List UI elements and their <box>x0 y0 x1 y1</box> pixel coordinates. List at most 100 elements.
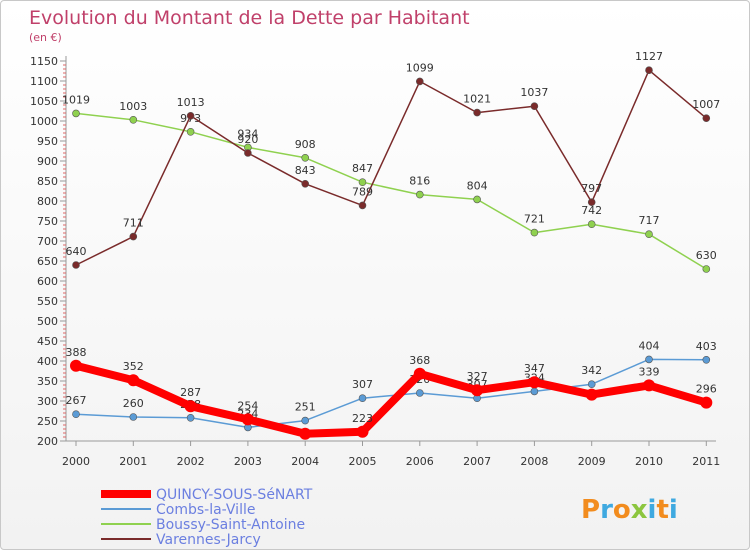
data-point <box>186 112 195 120</box>
logo-text: Proxiti <box>581 495 678 525</box>
data-point <box>72 261 80 269</box>
y-tick-label: 200 <box>37 435 58 448</box>
data-label: 339 <box>639 365 660 378</box>
y-tick-label: 800 <box>37 195 58 208</box>
x-tick-label: 2005 <box>349 455 377 468</box>
logo-letter: t <box>656 495 668 525</box>
data-point <box>587 198 596 206</box>
data-label: 368 <box>409 354 430 367</box>
y-tick-label: 750 <box>37 215 58 228</box>
y-tick-label: 850 <box>37 175 58 188</box>
y-tick-label: 1100 <box>30 75 58 88</box>
x-tick-label: 2004 <box>291 455 319 468</box>
data-point <box>186 413 195 422</box>
x-tick-label: 2006 <box>406 455 434 468</box>
series-0: 388 352 287 254 223 368 327 347 339 296 <box>66 346 717 440</box>
data-label: 797 <box>581 182 602 195</box>
data-point <box>415 190 424 199</box>
data-label: 908 <box>295 138 316 151</box>
series-2: 10191003973934908847816804721742717630 <box>62 93 717 273</box>
x-tick-label: 2002 <box>177 455 205 468</box>
x-tick-label: 2000 <box>62 455 90 468</box>
data-label: 711 <box>123 217 144 230</box>
data-point <box>127 374 140 387</box>
data-label: 267 <box>66 394 87 407</box>
legend-label: Combs-la-Ville <box>156 502 255 518</box>
data-label: 342 <box>581 364 602 377</box>
data-point <box>184 400 197 413</box>
data-label: 920 <box>237 133 258 146</box>
data-label: 1003 <box>119 100 147 113</box>
data-label: 251 <box>295 401 316 414</box>
data-point <box>643 379 655 392</box>
data-label: 847 <box>352 162 373 175</box>
data-point <box>129 413 138 421</box>
data-label: 1013 <box>177 96 205 109</box>
data-point <box>358 201 367 210</box>
x-tick-label: 2010 <box>635 455 663 468</box>
series-1: 267260258234251307320307324342404403 <box>66 339 717 432</box>
data-label: 287 <box>180 386 201 399</box>
x-tick-label: 2011 <box>692 455 720 468</box>
data-label: 1037 <box>520 86 548 99</box>
data-point <box>415 77 424 86</box>
data-point <box>471 384 484 397</box>
data-point <box>473 108 481 117</box>
data-point <box>241 413 254 426</box>
data-point <box>587 380 596 389</box>
data-point <box>530 102 539 110</box>
data-label: 934 <box>237 127 258 140</box>
y-tick-label: 400 <box>37 355 58 368</box>
data-point <box>129 232 138 241</box>
chart-title: Evolution du Montant de la Dette par Hab… <box>29 7 470 29</box>
y-tick-label: 350 <box>37 375 58 388</box>
data-label: 388 <box>66 346 87 359</box>
data-label: 223 <box>352 412 373 425</box>
data-point <box>645 66 653 74</box>
data-label: 352 <box>123 360 144 373</box>
data-point <box>702 265 711 273</box>
x-tick-label: 2007 <box>463 455 491 468</box>
plot-area: 2672602582342513073203073243424044031019… <box>62 50 720 440</box>
data-point <box>129 116 138 124</box>
y-tick-label: 250 <box>37 415 58 428</box>
data-label: 816 <box>409 175 430 188</box>
data-point <box>358 394 367 403</box>
data-label: 1127 <box>635 50 663 63</box>
y-tick-label: 1000 <box>30 115 58 128</box>
x-tick-label: 2009 <box>578 455 606 468</box>
data-label: 1099 <box>406 61 434 74</box>
logo-letter: i <box>669 495 678 525</box>
data-point <box>413 367 426 380</box>
data-label: 717 <box>639 214 660 227</box>
data-point <box>702 355 711 364</box>
data-label: 1021 <box>463 93 491 106</box>
data-point <box>528 376 541 389</box>
legend: QUINCY-SOUS-SéNARTCombs-la-VilleBoussy-S… <box>101 487 313 548</box>
data-point <box>587 220 596 228</box>
logo-letter: P <box>581 495 600 525</box>
logo-letter: r <box>600 495 613 525</box>
data-point <box>702 114 711 122</box>
logo-letter: x <box>631 495 648 525</box>
data-label: 260 <box>123 397 144 410</box>
series-line <box>75 69 708 266</box>
data-label: 1007 <box>692 98 720 111</box>
data-point <box>70 359 82 372</box>
y-tick-label: 950 <box>37 135 58 148</box>
data-point <box>72 410 80 419</box>
data-label: 843 <box>295 164 316 177</box>
data-label: 742 <box>581 204 602 217</box>
x-tick-label: 2001 <box>119 455 147 468</box>
data-point <box>700 396 713 409</box>
data-label: 254 <box>237 399 258 412</box>
series-line <box>75 112 708 270</box>
y-tick-label: 900 <box>37 155 58 168</box>
axes: 200 250 300 350 400 450 500 550 600 650 700 750 800 8… <box>30 55 720 468</box>
data-point <box>530 228 539 237</box>
data-point <box>244 149 252 157</box>
data-point <box>473 195 481 204</box>
proxiti-logo: Proxiti <box>581 495 678 525</box>
